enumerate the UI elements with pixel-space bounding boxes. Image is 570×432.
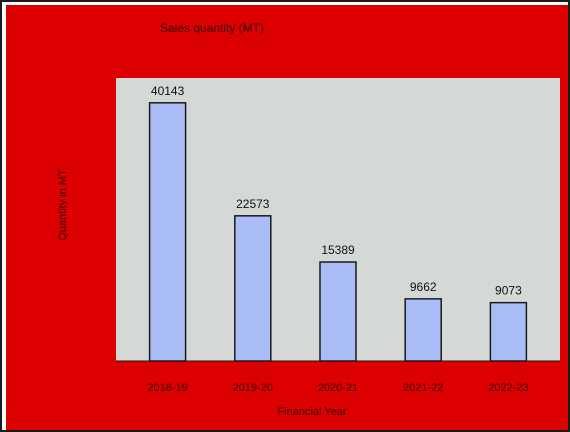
data-labels-group: 40143 22573 15389 9662 9073 xyxy=(151,84,522,298)
x-tick-label-2018-19: 2018-19 xyxy=(147,382,187,394)
data-label-2018-19: 40143 xyxy=(151,84,185,98)
y-axis-title: Quantity in MT xyxy=(57,169,69,241)
x-tick-label-2022-23: 2022-23 xyxy=(488,382,528,394)
data-label-2020-21: 15389 xyxy=(321,243,355,257)
chart-canvas: Sales quantity (MT) 40143 22573 15389 9662 9… xyxy=(6,5,568,430)
bars-group xyxy=(148,102,528,362)
sales-quantity-chart: Sales quantity (MT) 40143 22573 15389 9662 9… xyxy=(57,21,560,418)
x-tick-label-2021-22: 2021-22 xyxy=(403,382,443,394)
data-label-2022-23: 9073 xyxy=(495,284,522,298)
bar-2021-22 xyxy=(404,298,442,362)
bar-2020-21 xyxy=(319,261,357,362)
bar-2018-19 xyxy=(148,102,187,362)
data-label-2021-22: 9662 xyxy=(410,280,437,294)
x-tick-label-2020-21: 2020-21 xyxy=(318,382,358,394)
x-tick-labels-group: 2018-19 2019-20 2020-21 2021-22 2022-23 xyxy=(147,382,528,394)
data-label-2019-20: 22573 xyxy=(236,197,270,211)
x-tick-label-2019-20: 2019-20 xyxy=(233,382,273,394)
chart-title: Sales quantity (MT) xyxy=(160,21,264,35)
x-axis-title: Financial Year xyxy=(277,406,346,418)
bar-2019-20 xyxy=(234,215,272,362)
bar-2022-23 xyxy=(489,301,528,362)
